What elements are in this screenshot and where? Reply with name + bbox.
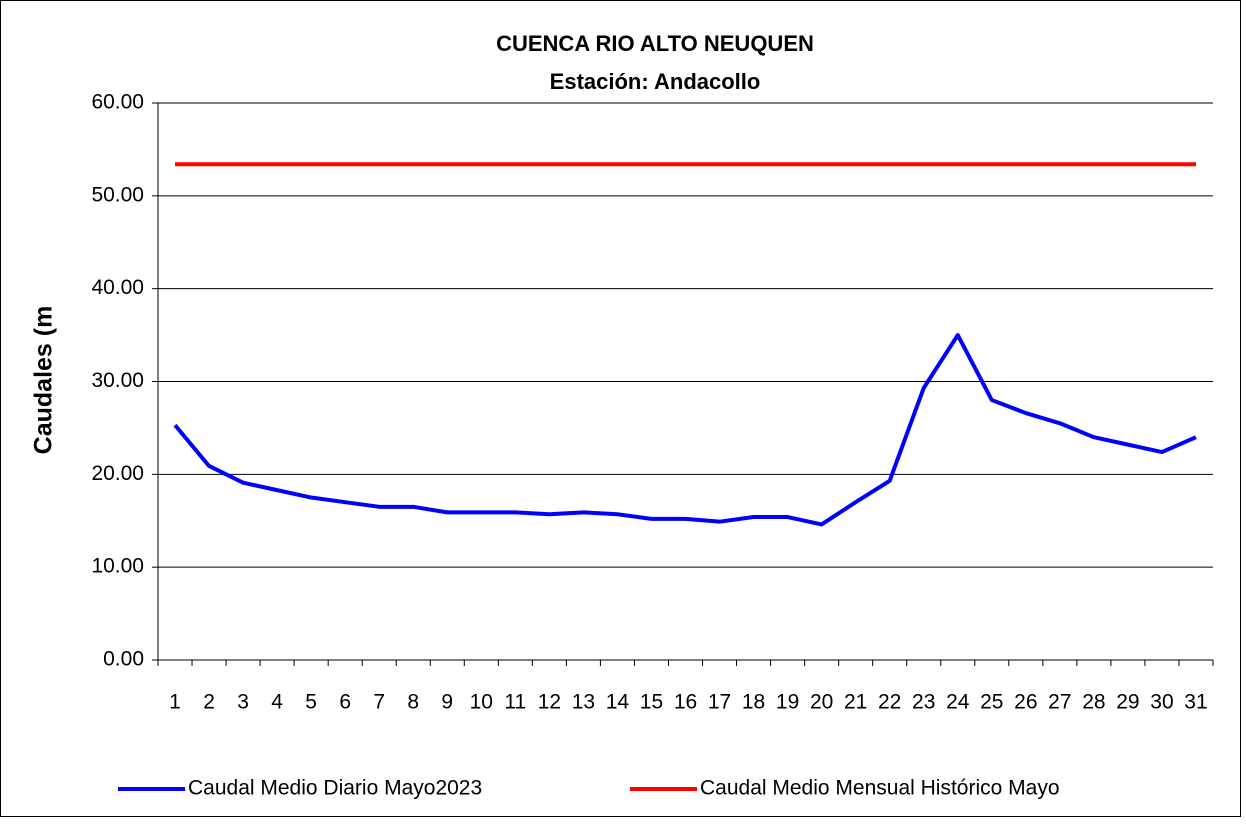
- series-line: [173, 333, 1197, 527]
- x-tick-label: 11: [504, 691, 526, 714]
- y-tick-label: 0.00: [103, 648, 144, 671]
- y-tick-label: 10.00: [91, 555, 144, 578]
- x-tick-label: 17: [708, 691, 731, 714]
- x-tick-label: 6: [339, 691, 351, 714]
- x-tick-label: 14: [606, 691, 630, 714]
- x-tick-label: 31: [1184, 691, 1207, 714]
- x-tick-label: 28: [1082, 691, 1105, 714]
- x-tick-label: 19: [776, 691, 799, 714]
- x-tick-label: 30: [1150, 691, 1173, 714]
- y-tick-label: 30.00: [91, 369, 144, 392]
- chart-subtitle: Estación: Andacollo: [550, 69, 761, 94]
- x-tick-label: 8: [407, 691, 419, 714]
- x-tick-label: 3: [237, 691, 249, 714]
- x-tick-label: 4: [271, 691, 283, 714]
- x-tick-label: 25: [980, 691, 1003, 714]
- legend-label: Caudal Medio Mensual Histórico Mayo: [700, 777, 1060, 800]
- y-tick-label: 60.00: [91, 91, 144, 114]
- x-tick-label: 1: [169, 691, 181, 714]
- x-tick-label: 22: [878, 691, 901, 714]
- x-tick-label: 15: [640, 691, 663, 714]
- x-tick-label: 2: [203, 691, 215, 714]
- x-tick-label: 7: [373, 691, 385, 714]
- x-tick-label: 16: [674, 691, 697, 714]
- x-tick-label: 18: [742, 691, 765, 714]
- x-tick-label: 10: [470, 691, 493, 714]
- x-tick-label: 23: [912, 691, 935, 714]
- y-tick-label: 50.00: [91, 183, 144, 206]
- x-tick-label: 29: [1116, 691, 1139, 714]
- x-tick-label: 5: [305, 691, 317, 714]
- x-tick-label: 13: [572, 691, 595, 714]
- x-tick-label: 12: [538, 691, 561, 714]
- x-tick-label: 24: [946, 691, 970, 714]
- x-tick-label: 9: [441, 691, 453, 714]
- x-tick-label: 21: [844, 691, 867, 714]
- chart-title: CUENCA RIO ALTO NEUQUEN: [496, 31, 814, 56]
- y-axis-label: Caudales (m: [30, 306, 58, 455]
- y-tick-label: 40.00: [91, 276, 144, 299]
- x-tick-label: 26: [1014, 691, 1037, 714]
- x-tick-label: 20: [810, 691, 833, 714]
- legend-label: Caudal Medio Diario Mayo2023: [188, 777, 482, 800]
- y-tick-label: 20.00: [91, 462, 144, 485]
- x-tick-label: 27: [1048, 691, 1071, 714]
